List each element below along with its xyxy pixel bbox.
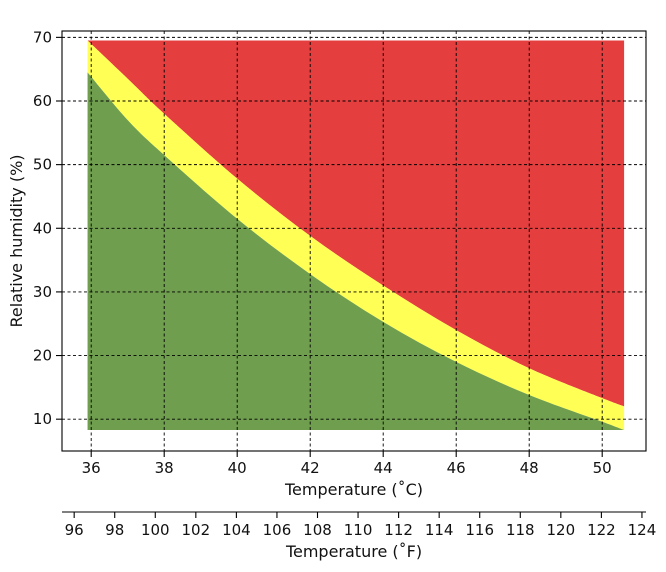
x-tick-label: 44 bbox=[374, 459, 393, 477]
x-tick-label: 48 bbox=[520, 459, 539, 477]
y-tick-label: 20 bbox=[33, 347, 52, 365]
x-tick-label: 46 bbox=[447, 459, 466, 477]
danger-region bbox=[87, 40, 625, 407]
plot-frame bbox=[61, 30, 647, 452]
secondary-x-tick-label: 116 bbox=[465, 521, 494, 539]
y-tick-label: 10 bbox=[33, 410, 52, 428]
x-axis-label: Temperature (˚C) bbox=[284, 480, 423, 499]
y-axis-label: Relative humidity (%) bbox=[7, 154, 26, 327]
caution-band bbox=[87, 40, 625, 430]
secondary-x-tick-label: 122 bbox=[587, 521, 616, 539]
secondary-x-tick-label: 106 bbox=[263, 521, 292, 539]
x-tick-label: 36 bbox=[82, 459, 101, 477]
x-tick-label: 42 bbox=[301, 459, 320, 477]
secondary-x-tick-label: 96 bbox=[65, 521, 84, 539]
secondary-x-tick-label: 110 bbox=[344, 521, 373, 539]
y-tick-label: 60 bbox=[33, 92, 52, 110]
y-tick-label: 70 bbox=[33, 28, 52, 46]
secondary-x-axis-label: Temperature (˚F) bbox=[285, 542, 422, 561]
secondary-x-tick-label: 112 bbox=[384, 521, 413, 539]
secondary-x-tick-label: 104 bbox=[222, 521, 251, 539]
safe-region bbox=[87, 72, 625, 430]
axes: 36 38 40 42 44 46 48 50 10 20 30 40 50 60 70 Temperatur… bbox=[7, 28, 656, 561]
plot-area bbox=[62, 31, 646, 451]
x-tick-label: 50 bbox=[593, 459, 612, 477]
y-tick-label: 50 bbox=[33, 156, 52, 174]
secondary-x-tick-label: 102 bbox=[182, 521, 211, 539]
secondary-x-tick-label: 98 bbox=[105, 521, 124, 539]
secondary-x-tick-label: 114 bbox=[425, 521, 454, 539]
y-tick-label: 40 bbox=[33, 219, 52, 237]
secondary-x-tick-label: 120 bbox=[547, 521, 576, 539]
y-tick-label: 30 bbox=[33, 283, 52, 301]
secondary-x-tick-label: 118 bbox=[506, 521, 535, 539]
secondary-x-tick-label: 100 bbox=[141, 521, 170, 539]
x-tick-label: 40 bbox=[228, 459, 247, 477]
secondary-x-tick-label: 124 bbox=[628, 521, 657, 539]
x-tick-label: 38 bbox=[155, 459, 174, 477]
secondary-x-tick-label: 108 bbox=[303, 521, 332, 539]
